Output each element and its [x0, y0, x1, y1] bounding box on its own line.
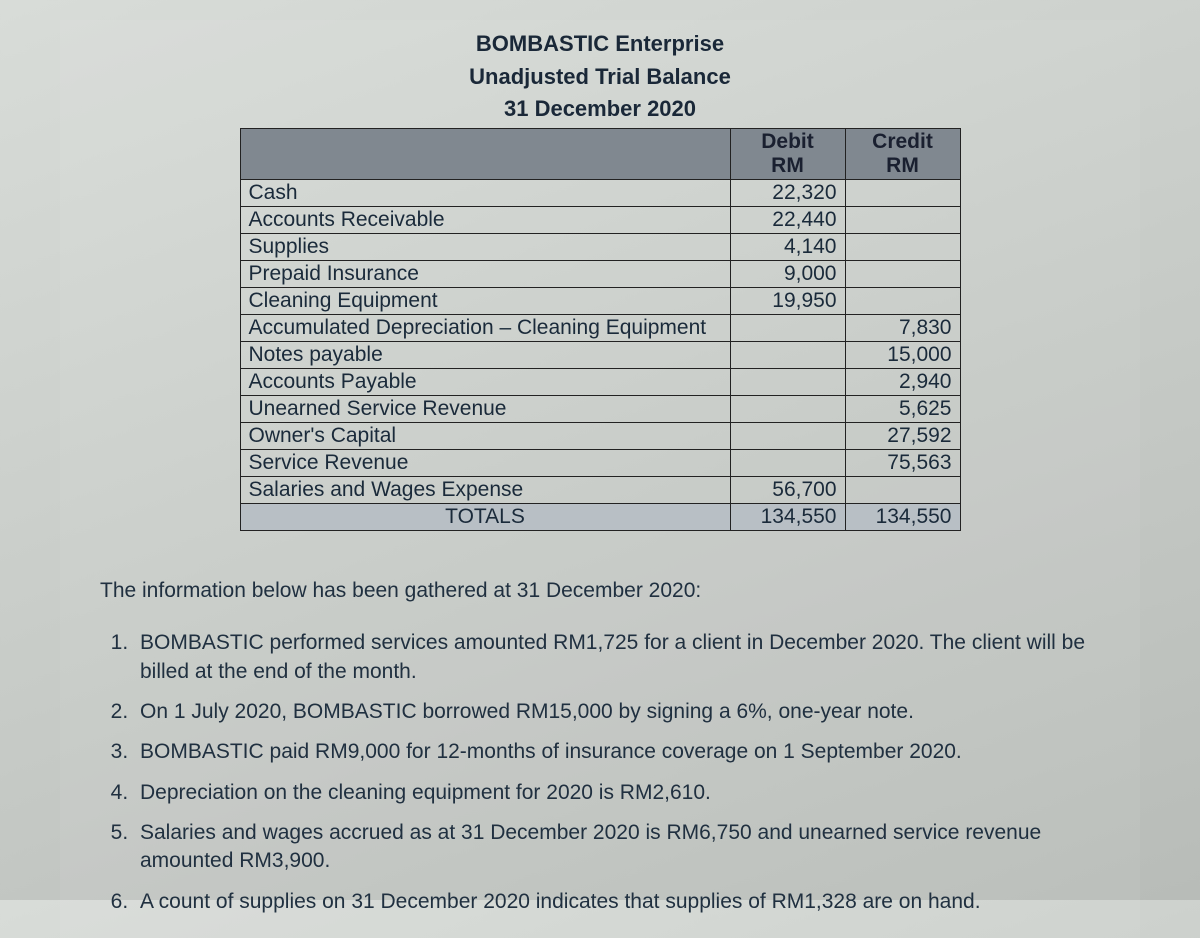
- header-credit: Credit RM: [845, 128, 960, 179]
- table-row: Service Revenue 75,563: [240, 450, 960, 477]
- cell-account: Accumulated Depreciation – Cleaning Equi…: [240, 315, 730, 342]
- info-item: BOMBASTIC paid RM9,000 for 12-months of …: [134, 738, 1100, 766]
- info-item: Salaries and wages accrued as at 31 Dece…: [134, 819, 1100, 876]
- cell-account: Cash: [240, 180, 730, 207]
- cell-account: Notes payable: [240, 342, 730, 369]
- info-item: On 1 July 2020, BOMBASTIC borrowed RM15,…: [134, 698, 1100, 726]
- table-row: Cleaning Equipment19,950: [240, 288, 960, 315]
- table-row: Prepaid Insurance9,000: [240, 261, 960, 288]
- cell-debit: 9,000: [730, 261, 845, 288]
- totals-label: TOTALS: [240, 504, 730, 531]
- table-row: Cash22,320: [240, 180, 960, 207]
- trial-balance-document: BOMBASTIC Enterprise Unadjusted Trial Ba…: [60, 20, 1140, 938]
- cell-credit: 75,563: [845, 450, 960, 477]
- cell-credit: 7,830: [845, 315, 960, 342]
- cell-debit: 4,140: [730, 234, 845, 261]
- cell-debit: [730, 315, 845, 342]
- cell-account: Service Revenue: [240, 450, 730, 477]
- cell-debit: [730, 342, 845, 369]
- info-intro: The information below has been gathered …: [100, 577, 1100, 605]
- cell-credit: [845, 234, 960, 261]
- header-account: [240, 128, 730, 179]
- info-section: The information below has been gathered …: [100, 577, 1100, 916]
- cell-credit: [845, 207, 960, 234]
- cell-account: Cleaning Equipment: [240, 288, 730, 315]
- cell-debit: [730, 396, 845, 423]
- cell-account: Unearned Service Revenue: [240, 396, 730, 423]
- cell-debit: 22,320: [730, 180, 845, 207]
- cell-debit: 56,700: [730, 477, 845, 504]
- heading-company: BOMBASTIC Enterprise: [100, 30, 1100, 59]
- header-debit: Debit RM: [730, 128, 845, 179]
- table-body: Cash22,320 Accounts Receivable22,440 Sup…: [240, 180, 960, 531]
- cell-credit: [845, 477, 960, 504]
- cell-credit: 2,940: [845, 369, 960, 396]
- totals-credit: 134,550: [845, 504, 960, 531]
- cell-account: Prepaid Insurance: [240, 261, 730, 288]
- totals-debit: 134,550: [730, 504, 845, 531]
- cell-credit: [845, 180, 960, 207]
- info-item: A count of supplies on 31 December 2020 …: [134, 888, 1100, 916]
- cell-account: Accounts Receivable: [240, 207, 730, 234]
- info-item: BOMBASTIC performed services amounted RM…: [134, 629, 1100, 686]
- cell-debit: [730, 423, 845, 450]
- cell-credit: 5,625: [845, 396, 960, 423]
- cell-debit: [730, 450, 845, 477]
- trial-balance-table: Debit RM Credit RM Cash22,320 Accounts R…: [240, 128, 961, 531]
- cell-debit: 19,950: [730, 288, 845, 315]
- cell-credit: 15,000: [845, 342, 960, 369]
- cell-debit: [730, 369, 845, 396]
- table-row: Owner's Capital 27,592: [240, 423, 960, 450]
- header-debit-label: Debit: [739, 130, 837, 154]
- info-item: Depreciation on the cleaning equipment f…: [134, 779, 1100, 807]
- totals-row: TOTALS 134,550 134,550: [240, 504, 960, 531]
- header-debit-unit: RM: [739, 154, 837, 178]
- header-credit-label: Credit: [854, 130, 952, 154]
- table-row: Accounts Payable 2,940: [240, 369, 960, 396]
- cell-account: Accounts Payable: [240, 369, 730, 396]
- table-row: Accounts Receivable22,440: [240, 207, 960, 234]
- cell-credit: [845, 261, 960, 288]
- heading-report: Unadjusted Trial Balance: [100, 63, 1100, 92]
- cell-credit: [845, 288, 960, 315]
- table-row: Salaries and Wages Expense56,700: [240, 477, 960, 504]
- cell-credit: 27,592: [845, 423, 960, 450]
- table-row: Supplies4,140: [240, 234, 960, 261]
- cell-account: Salaries and Wages Expense: [240, 477, 730, 504]
- cell-debit: 22,440: [730, 207, 845, 234]
- table-row: Notes payable 15,000: [240, 342, 960, 369]
- info-list: BOMBASTIC performed services amounted RM…: [100, 629, 1100, 916]
- cell-account: Supplies: [240, 234, 730, 261]
- header-credit-unit: RM: [854, 154, 952, 178]
- table-row: Accumulated Depreciation – Cleaning Equi…: [240, 315, 960, 342]
- table-row: Unearned Service Revenue 5,625: [240, 396, 960, 423]
- heading-date: 31 December 2020: [100, 95, 1100, 124]
- cell-account: Owner's Capital: [240, 423, 730, 450]
